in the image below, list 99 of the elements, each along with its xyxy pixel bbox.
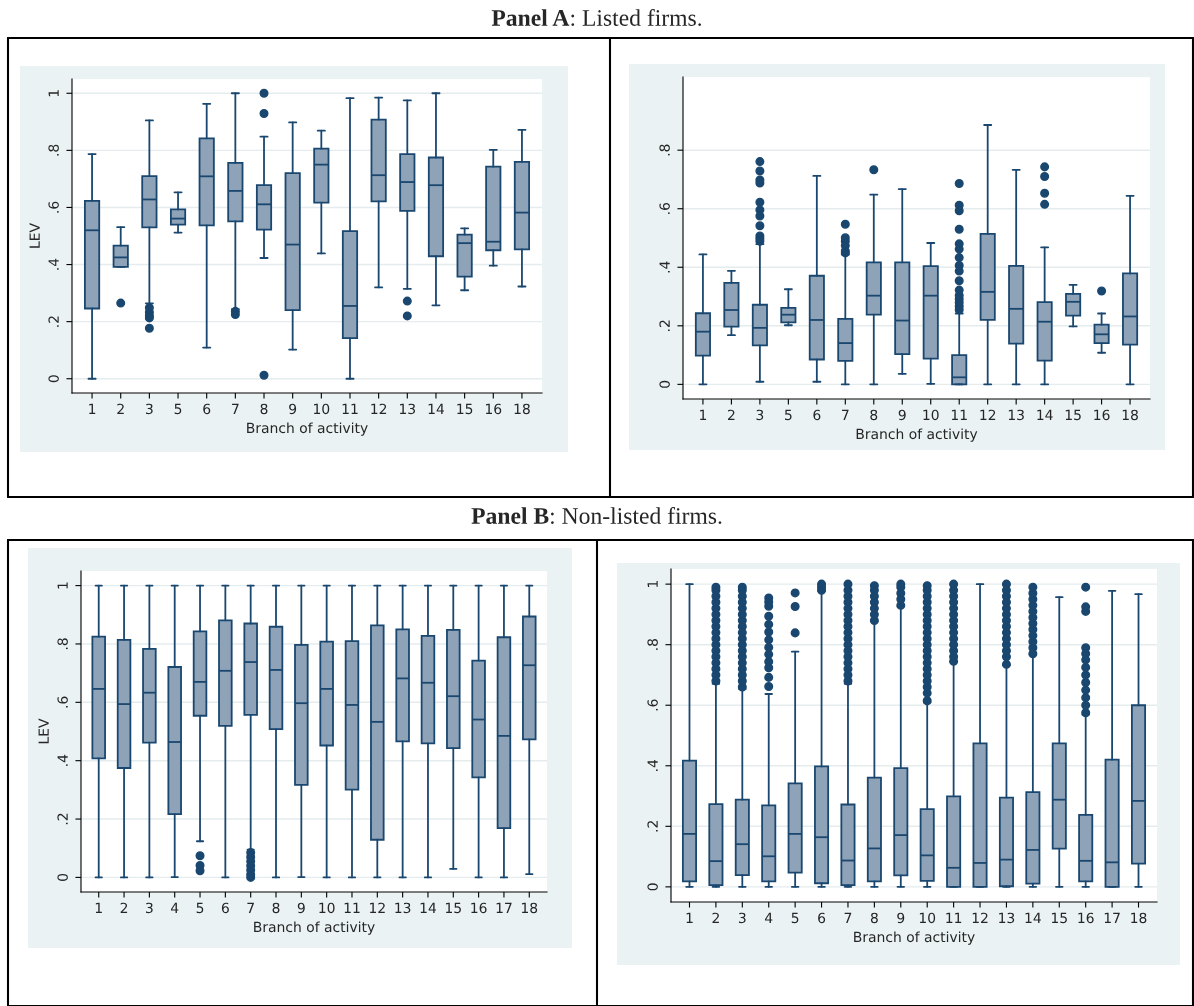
- x-axis-title: Branch of activity: [854, 931, 975, 945]
- x-tick-label: 15: [1065, 409, 1081, 421]
- x-tick-label: 8: [870, 409, 878, 421]
- x-tick-label: 15: [457, 403, 473, 415]
- y-tick-label: 0: [659, 380, 670, 388]
- y-tick-label: 1: [647, 581, 658, 588]
- y-tick-label: 1: [48, 90, 59, 97]
- x-tick-label: 5: [791, 912, 799, 924]
- x-tick-label: 18: [514, 403, 530, 415]
- y-tick-label: .2: [647, 821, 658, 832]
- x-tick-label: 16: [1094, 409, 1110, 421]
- x-tick-label: 13: [1008, 409, 1024, 421]
- x-tick-label: 10: [923, 409, 939, 421]
- x-tick-label: 2: [117, 403, 124, 414]
- x-tick-label: 4: [764, 912, 773, 923]
- x-tick-label: 3: [738, 912, 746, 924]
- x-tick-label: 3: [146, 403, 153, 415]
- x-tick-label: 7: [842, 409, 849, 420]
- x-tick-label: 9: [897, 912, 905, 924]
- y-tick-label: .6: [647, 699, 658, 711]
- x-tick-label: 14: [1037, 409, 1053, 420]
- x-tick-label: 15: [445, 902, 461, 914]
- x-tick-label: 10: [314, 403, 330, 415]
- y-tick-label: 0: [48, 375, 59, 383]
- y-tick-label: .2: [57, 813, 68, 825]
- x-tick-label: 17: [496, 902, 512, 913]
- x-tick-label: 14: [1025, 912, 1041, 923]
- x-tick-label: 1: [95, 902, 102, 913]
- y-tick-label: .4: [57, 754, 68, 766]
- x-tick-label: 12: [980, 409, 996, 420]
- x-tick-label: 16: [485, 403, 502, 415]
- x-tick-label: 10: [319, 902, 335, 914]
- x-tick-label: 6: [203, 403, 211, 415]
- x-tick-label: 8: [272, 902, 280, 914]
- x-tick-label: 15: [1051, 912, 1067, 924]
- y-tick-label: 1: [57, 582, 68, 589]
- x-tick-label: 11: [344, 902, 360, 913]
- x-tick-label: 12: [972, 912, 988, 923]
- x-tick-label: 11: [342, 403, 358, 414]
- y-tick-label: .6: [48, 201, 59, 213]
- x-tick-label: 8: [870, 912, 878, 924]
- x-tick-label: 8: [260, 403, 268, 415]
- x-tick-label: 6: [813, 409, 821, 421]
- y-tick-label: .6: [57, 696, 68, 708]
- x-tick-label: 1: [686, 912, 693, 923]
- y-axis-title: LEV: [29, 223, 40, 248]
- x-tick-label: 13: [399, 403, 416, 415]
- y-tick-label: .4: [647, 759, 658, 771]
- x-tick-label: 12: [370, 902, 385, 913]
- x-tick-label: 6: [221, 902, 229, 914]
- x-tick-label: 3: [146, 902, 153, 914]
- x-axis-title: Branch of activity: [856, 428, 978, 442]
- y-tick-label: .8: [48, 144, 59, 156]
- x-tick-label: 3: [756, 409, 764, 421]
- x-tick-label: 5: [174, 403, 182, 415]
- x-tick-label: 17: [1104, 912, 1120, 923]
- x-tick-label: 11: [946, 912, 962, 923]
- x-tick-label: 18: [521, 902, 538, 914]
- x-tick-label: 7: [844, 912, 852, 923]
- x-tick-label: 12: [371, 403, 387, 414]
- x-tick-label: 2: [712, 912, 719, 923]
- x-tick-label: 9: [297, 902, 305, 914]
- x-tick-label: 16: [1078, 912, 1094, 924]
- x-tick-label: 16: [471, 902, 487, 914]
- y-tick-label: .8: [647, 639, 658, 650]
- x-tick-label: 9: [898, 409, 906, 421]
- x-tick-label: 6: [818, 912, 826, 924]
- x-tick-label: 7: [232, 403, 239, 414]
- x-tick-label: 18: [1122, 409, 1138, 421]
- y-tick-label: .6: [659, 202, 670, 214]
- x-tick-label: 10: [919, 912, 936, 924]
- text: Panel A: Listed firms.: [491, 9, 702, 27]
- y-tick-label: 0: [647, 883, 658, 891]
- x-tick-label: 1: [89, 403, 96, 414]
- y-tick-label: .8: [659, 144, 670, 156]
- x-tick-label: 18: [1131, 912, 1147, 924]
- text: Panel B: Non-listed firms.: [471, 507, 722, 525]
- y-tick-label: .4: [659, 261, 670, 273]
- y-tick-label: .8: [57, 638, 68, 650]
- x-tick-label: 11: [951, 409, 967, 420]
- x-tick-label: 13: [999, 912, 1015, 924]
- x-axis-title: Branch of activity: [254, 921, 375, 935]
- x-tick-label: 9: [289, 403, 297, 415]
- x-tick-label: 2: [728, 409, 735, 420]
- x-tick-label: 7: [247, 902, 254, 913]
- x-tick-label: 1: [700, 409, 707, 420]
- x-tick-label: 2: [120, 902, 128, 913]
- y-tick-label: .4: [48, 258, 59, 270]
- x-tick-label: 14: [420, 902, 437, 913]
- x-axis-title: Branch of activity: [247, 422, 368, 436]
- x-tick-label: 4: [170, 902, 179, 913]
- x-tick-label: 14: [428, 403, 445, 414]
- x-tick-label: 5: [196, 902, 204, 914]
- y-tick-label: 0: [57, 873, 68, 881]
- y-tick-label: .2: [659, 320, 670, 331]
- y-axis-title: LEV: [38, 718, 49, 744]
- y-tick-label: .2: [48, 316, 59, 327]
- x-tick-label: 13: [395, 902, 411, 914]
- x-tick-label: 5: [785, 409, 792, 421]
